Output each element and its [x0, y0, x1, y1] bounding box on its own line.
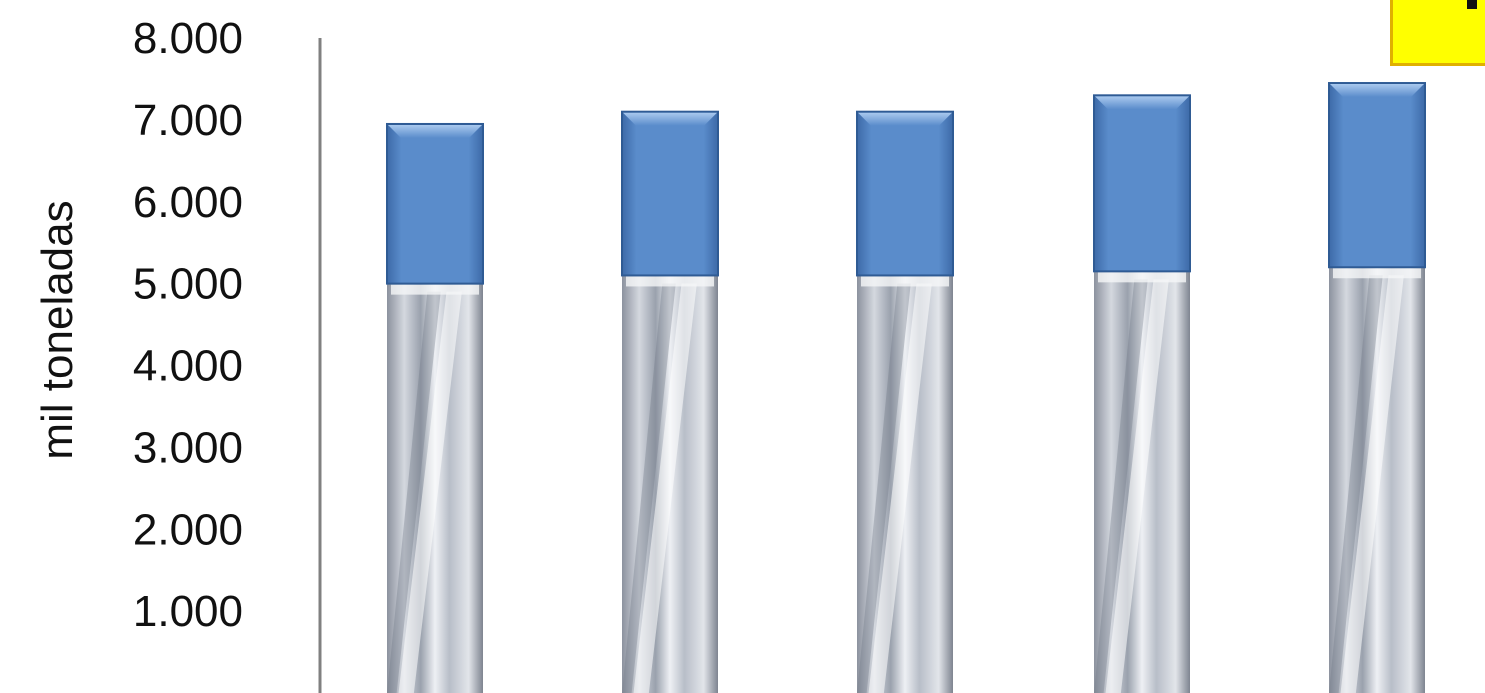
bar-base-highlight	[861, 276, 949, 287]
y-tick-label: 8.000	[133, 14, 243, 63]
y-axis-title: mil toneladas	[33, 200, 82, 459]
bar-top-bevel	[1095, 96, 1189, 110]
bar-top-bevel	[1330, 84, 1424, 98]
corner-badge	[1390, 0, 1485, 66]
bar-group	[386, 122, 484, 693]
bar-group	[1093, 94, 1191, 693]
bar-segment-top	[1093, 94, 1191, 273]
bar-top-bevel	[858, 112, 952, 126]
y-tick-label: 5.000	[133, 260, 243, 309]
bar-top-bevel	[623, 112, 717, 126]
bar-shadow	[1329, 275, 1383, 693]
bar-segment-top	[386, 122, 484, 285]
bar-shadow	[1094, 279, 1148, 693]
bar-base-highlight	[1098, 272, 1186, 283]
y-tick-label: 3.000	[133, 423, 243, 472]
bar-group	[856, 110, 954, 693]
badge-mark	[1467, 0, 1477, 9]
bar-sheen	[398, 291, 462, 693]
bar-shadow	[622, 283, 676, 693]
bar-top-bevel	[388, 124, 482, 138]
y-tick-label: 1.000	[133, 587, 243, 636]
bar-base-highlight	[1333, 268, 1421, 279]
bar-sheen	[633, 283, 697, 693]
y-axis-ticks: 8.000 7.000 6.000 5.000 4.000 3.000 2.000 1.000	[133, 14, 243, 636]
y-tick-label: 4.000	[133, 342, 243, 391]
bars	[386, 82, 1426, 693]
bar-group	[621, 110, 719, 693]
bar-base-highlight	[391, 284, 479, 295]
y-tick-label: 2.000	[133, 505, 243, 554]
bar-segment-top	[1328, 82, 1426, 269]
y-tick-label: 6.000	[133, 178, 243, 227]
bar-base-highlight	[626, 276, 714, 287]
bar-shadow	[387, 291, 441, 693]
bar-segment-top	[621, 110, 719, 277]
bar-group	[1328, 82, 1426, 693]
bar-shadow	[857, 283, 911, 693]
bar-sheen	[868, 283, 932, 693]
y-tick-label: 7.000	[133, 96, 243, 145]
bar-segment-top	[856, 110, 954, 277]
bar-sheen	[1340, 275, 1404, 693]
bar-sheen	[1105, 279, 1169, 693]
